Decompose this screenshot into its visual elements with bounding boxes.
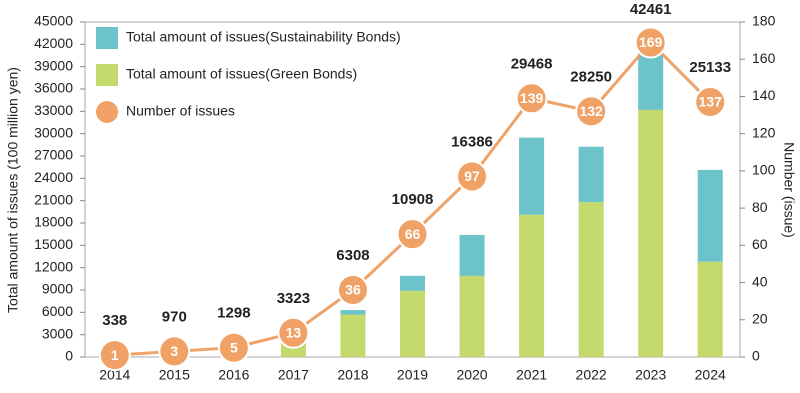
line-point (456, 160, 489, 193)
x-tick-label: 2017 (278, 367, 309, 383)
legend-swatch (96, 27, 118, 49)
point-label: 169 (639, 34, 663, 50)
x-tick-label: 2018 (337, 367, 368, 383)
bar-segment (697, 261, 723, 357)
x-tick-label: 2020 (456, 367, 487, 383)
y2-tick-label: 20 (752, 310, 768, 326)
y-tick-label: 27000 (34, 147, 73, 163)
line-point (336, 274, 369, 306)
bar-segment (519, 137, 545, 215)
point-label: 3 (170, 343, 178, 359)
legend-label: Total amount of issues(Sustainability Bo… (126, 29, 401, 45)
total-label: 42461 (630, 1, 672, 18)
point-label: 66 (405, 226, 421, 242)
point-label: 1 (111, 347, 119, 363)
y2-tick-label: 180 (752, 13, 776, 29)
total-label: 970 (162, 308, 187, 325)
y-axis-title: Total amount of issues (100 million yen) (5, 67, 21, 313)
point-label: 132 (579, 103, 603, 119)
point-label: 13 (286, 325, 302, 341)
line-point (634, 26, 667, 59)
y-tick-label: 33000 (34, 102, 73, 118)
y-tick-label: 12000 (34, 258, 73, 274)
y-tick-label: 0 (65, 348, 73, 364)
line-point (515, 82, 548, 115)
line-point (277, 316, 310, 349)
x-tick-label: 2021 (516, 367, 547, 383)
legend-swatch (96, 101, 118, 123)
line-point (575, 95, 608, 128)
y-tick-label: 45000 (34, 13, 73, 29)
total-label: 29468 (511, 55, 553, 72)
total-label: 28250 (570, 68, 612, 85)
y-tick-label: 3000 (42, 325, 73, 341)
x-tick-label: 2014 (99, 367, 130, 383)
legend-label: Number of issues (126, 103, 235, 119)
y-tick-label: 42000 (34, 35, 73, 51)
legend-label: Total amount of issues(Green Bonds) (126, 66, 357, 82)
y-tick-label: 6000 (42, 303, 73, 319)
total-label: 338 (102, 312, 127, 329)
total-label: 10908 (392, 191, 434, 208)
line-point (694, 86, 727, 119)
point-label: 36 (345, 282, 361, 298)
point-label: 5 (230, 339, 238, 355)
y2-axis-title: Number (issue) (781, 142, 797, 238)
y-tick-label: 36000 (34, 80, 73, 96)
y2-tick-label: 80 (752, 199, 768, 215)
x-tick-label: 2023 (635, 367, 666, 383)
total-label: 16386 (451, 133, 493, 150)
y2-tick-label: 120 (752, 124, 776, 140)
bar-segment (519, 214, 545, 357)
bar-segment (340, 310, 366, 315)
y-tick-label: 39000 (34, 57, 73, 73)
point-label: 137 (699, 94, 723, 110)
bar-segment (578, 146, 604, 203)
bar-segment (340, 314, 366, 357)
bar-segment (399, 275, 426, 291)
legend-swatch (96, 64, 118, 86)
point-label: 97 (464, 168, 480, 184)
y-tick-label: 18000 (34, 214, 73, 230)
bar-segment (399, 290, 426, 357)
point-label: 139 (520, 90, 544, 106)
y2-tick-label: 60 (752, 236, 768, 252)
bar-segment (578, 202, 604, 357)
total-label: 25133 (689, 59, 731, 76)
y-tick-label: 9000 (42, 281, 73, 297)
x-tick-label: 2022 (576, 367, 607, 383)
y2-tick-label: 100 (752, 162, 776, 178)
bar-segment (638, 109, 664, 357)
y-tick-label: 24000 (34, 169, 73, 185)
y-tick-label: 15000 (34, 236, 73, 252)
line-point (396, 218, 429, 251)
x-tick-label: 2015 (159, 367, 190, 383)
x-tick-label: 2019 (397, 367, 428, 383)
y-tick-label: 21000 (34, 191, 73, 207)
total-label: 6308 (336, 247, 369, 264)
y2-tick-label: 140 (752, 87, 776, 103)
y-tick-label: 30000 (34, 124, 73, 140)
y2-tick-label: 40 (752, 273, 768, 289)
total-label: 1298 (217, 305, 250, 322)
bar-segment (697, 169, 723, 262)
bar-segment (459, 235, 485, 276)
line-point (158, 335, 191, 368)
total-label: 3323 (277, 290, 310, 307)
x-tick-label: 2016 (218, 367, 249, 383)
bar-segment (459, 275, 485, 357)
y2-tick-label: 160 (752, 50, 776, 66)
y2-tick-label: 0 (752, 348, 760, 364)
line-point (217, 331, 250, 364)
line-point (98, 339, 131, 372)
x-tick-label: 2024 (695, 367, 726, 383)
